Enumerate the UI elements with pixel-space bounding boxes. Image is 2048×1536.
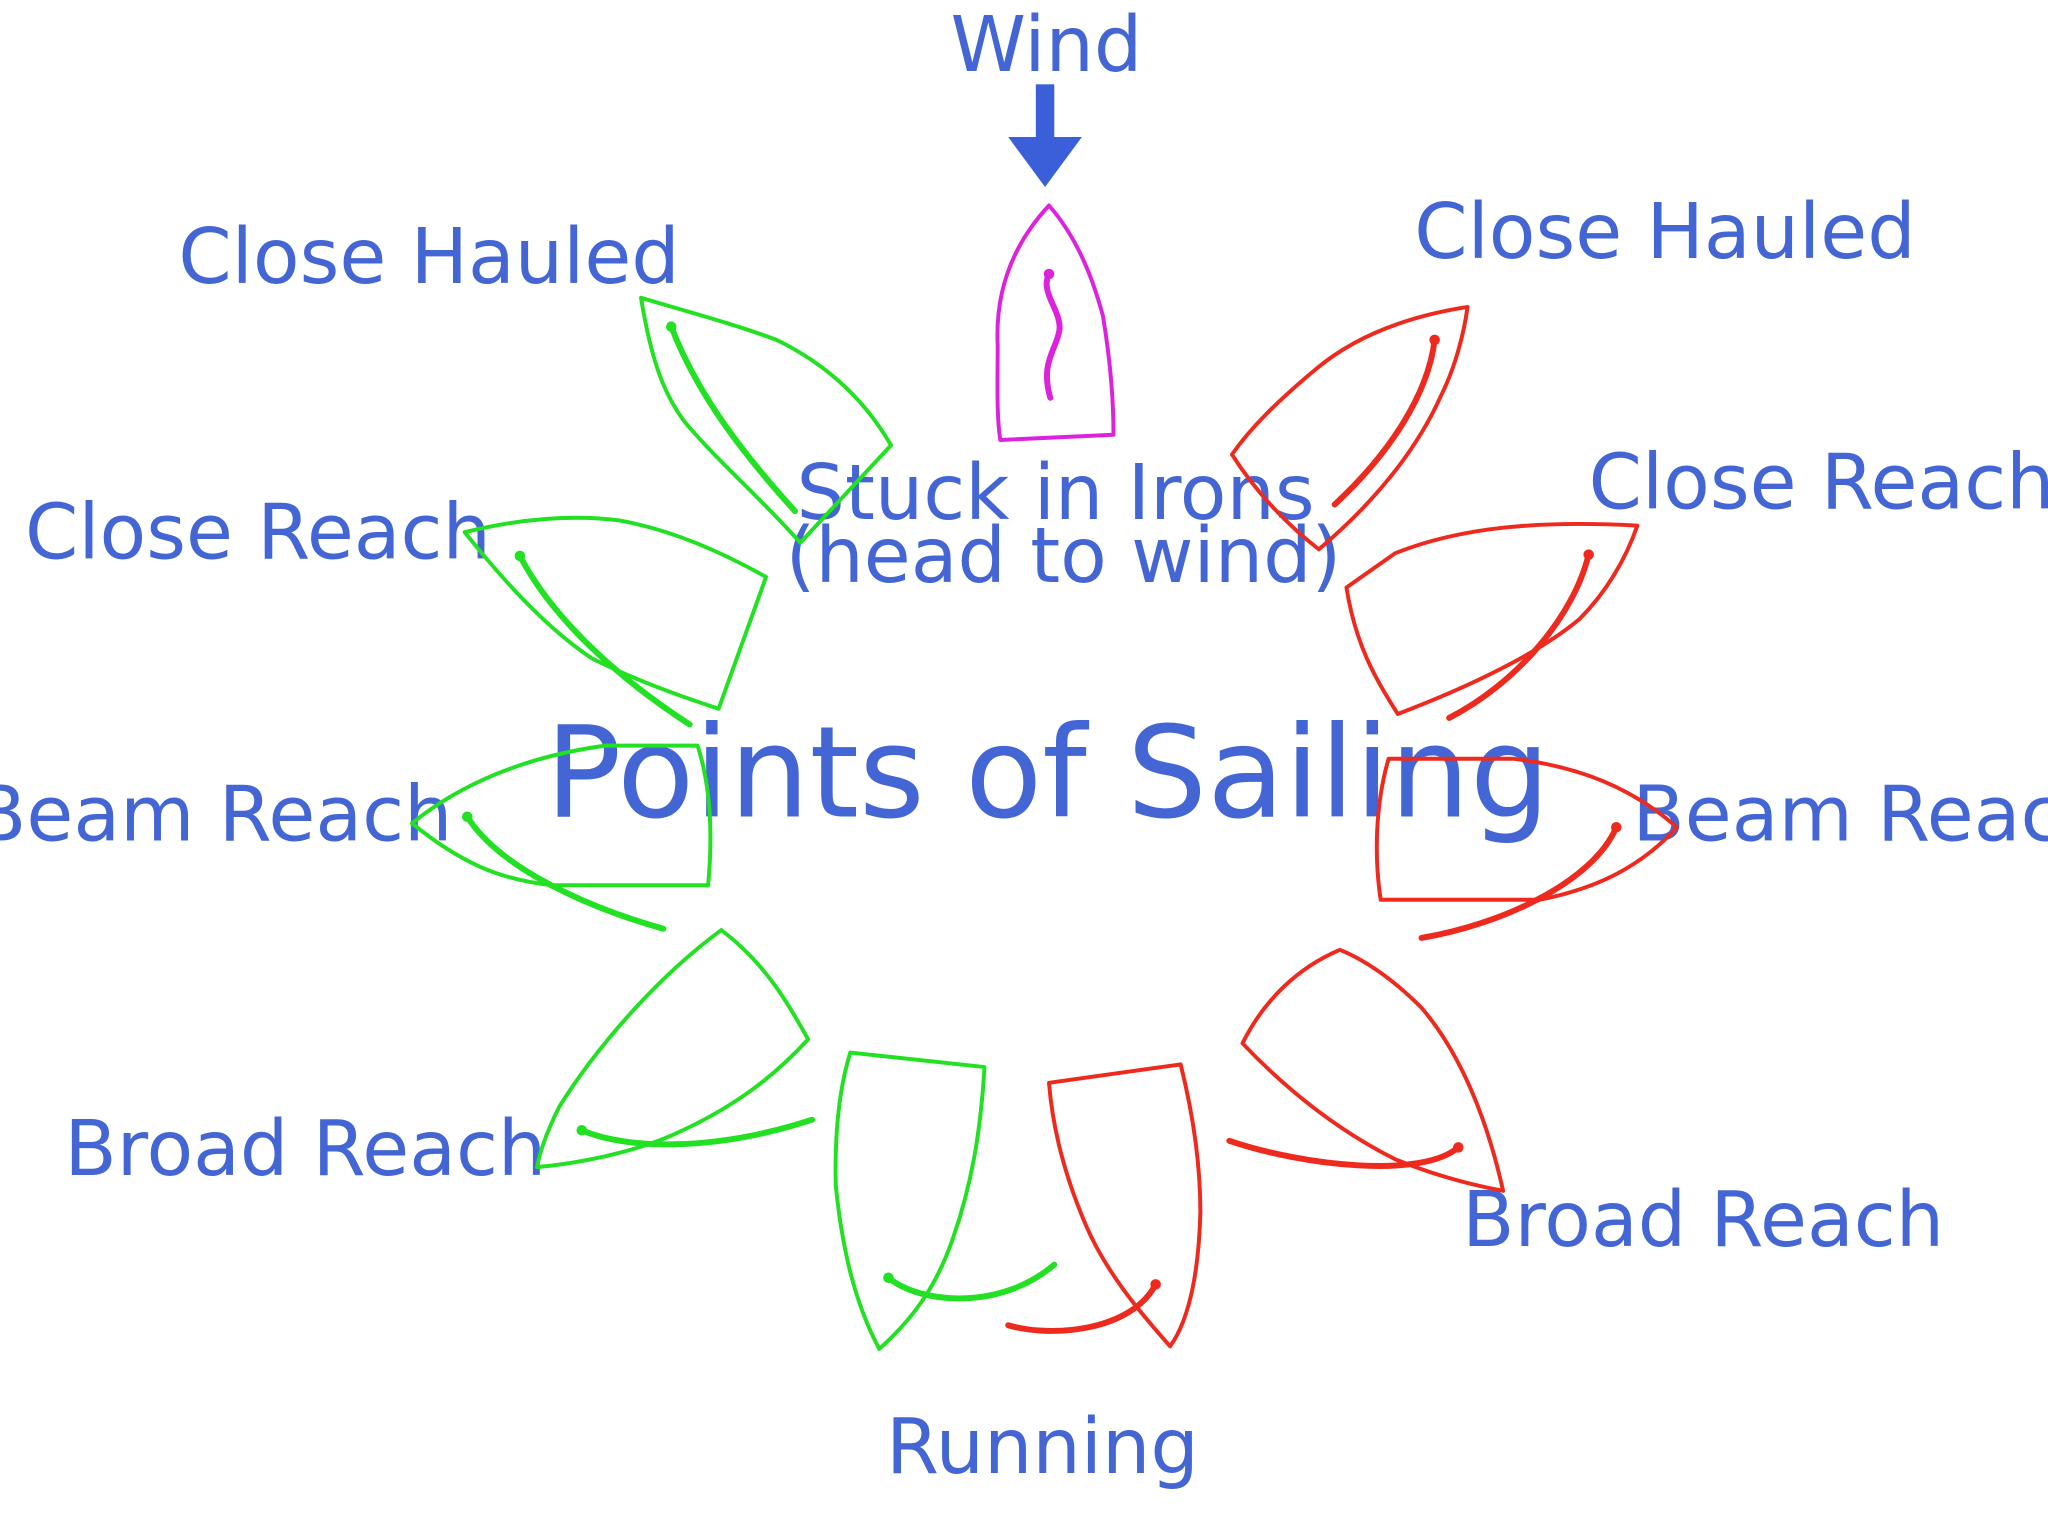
boat-close-reach-right bbox=[1344, 521, 1640, 721]
diagram-title: Points of Sailing bbox=[545, 700, 1550, 847]
boat-close-hauled-left bbox=[639, 295, 894, 545]
label-beam-reach-left: Beam Reach bbox=[0, 770, 452, 859]
label-close-reach-right: Close Reach bbox=[1589, 438, 2048, 527]
boat-running-left bbox=[833, 1050, 1058, 1351]
label-close-reach-left: Close Reach bbox=[25, 489, 491, 578]
irons-label-line2: (head to wind) bbox=[786, 512, 1342, 601]
boat-broad-reach-left bbox=[535, 928, 816, 1170]
label-close-hauled-left: Close Hauled bbox=[178, 213, 679, 302]
label-broad-reach-right: Broad Reach bbox=[1462, 1176, 1944, 1265]
wind-arrow-icon bbox=[1008, 84, 1082, 188]
boat-beam-reach-left bbox=[409, 743, 713, 932]
irons-label-line1: Stuck in Irons bbox=[797, 449, 1315, 538]
boat-in-irons bbox=[995, 203, 1116, 442]
label-running: Running bbox=[886, 1403, 1199, 1492]
boat-beam-reach-right bbox=[1374, 756, 1679, 941]
boat-broad-reach-right bbox=[1226, 947, 1506, 1193]
boat-close-hauled-right bbox=[1229, 304, 1470, 552]
boat-close-reach-left bbox=[462, 515, 768, 728]
label-beam-reach-right: Beam Reach bbox=[1632, 770, 2048, 859]
label-close-hauled-right: Close Hauled bbox=[1414, 188, 1915, 277]
wind-label: Wind bbox=[950, 1, 1142, 90]
label-broad-reach-left: Broad Reach bbox=[64, 1105, 546, 1194]
boat-running-right bbox=[1005, 1062, 1203, 1349]
